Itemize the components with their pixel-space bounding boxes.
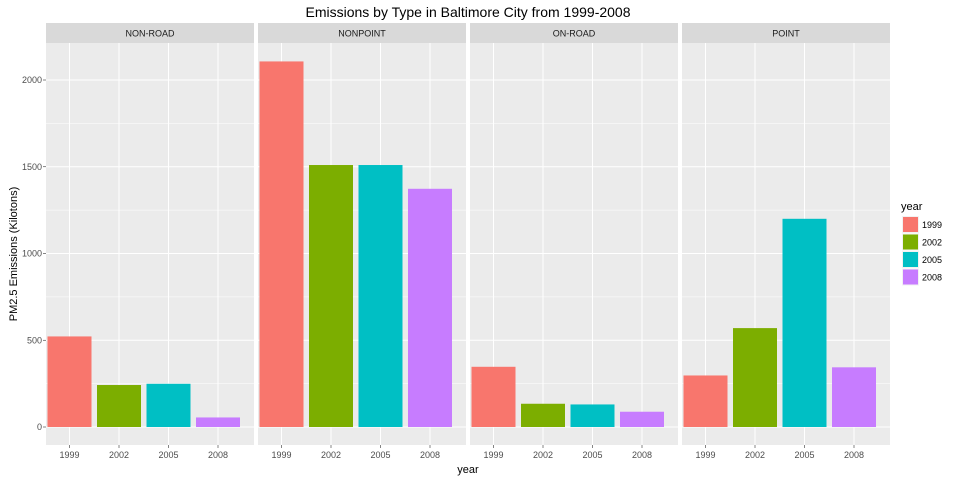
x-tick-label: 2008 bbox=[632, 450, 652, 460]
x-tick-label: 1999 bbox=[695, 450, 715, 460]
facet-strip-label: ON-ROAD bbox=[553, 29, 596, 39]
bar-non-road-1999 bbox=[47, 336, 92, 427]
bar-nonpoint-2008 bbox=[408, 188, 452, 427]
facet-strip-label: POINT bbox=[772, 29, 800, 39]
bar-non-road-2005 bbox=[146, 383, 191, 427]
facet-strip bbox=[682, 23, 890, 43]
bar-nonpoint-2002 bbox=[309, 165, 353, 427]
y-tick-label: 0 bbox=[37, 422, 42, 432]
bar-on-road-2005 bbox=[570, 404, 615, 427]
facet-panel: NON-ROAD 1999 2002 2005 2008 bbox=[46, 23, 254, 460]
x-tick-label: 2005 bbox=[370, 450, 390, 460]
x-tick-label: 2002 bbox=[321, 450, 341, 460]
facet-strip bbox=[46, 23, 254, 43]
facet-strip-label: NONPOINT bbox=[338, 29, 386, 39]
x-tick-label: 2005 bbox=[158, 450, 178, 460]
facet-strip-label: NON-ROAD bbox=[126, 29, 175, 39]
facet-strip bbox=[258, 23, 466, 43]
y-axis-title: PM2.5 Emissions (Kilotons) bbox=[8, 187, 20, 322]
x-tick-label: 2008 bbox=[208, 450, 228, 460]
y-tick-label: 1000 bbox=[22, 249, 42, 259]
legend-key-2002 bbox=[903, 234, 918, 250]
bar-nonpoint-2005 bbox=[358, 165, 403, 427]
legend-title: year bbox=[901, 201, 923, 213]
x-tick-label: 2005 bbox=[582, 450, 602, 460]
x-tick-label: 2008 bbox=[420, 450, 440, 460]
bar-on-road-2008 bbox=[620, 411, 664, 427]
bar-point-1999 bbox=[683, 375, 728, 427]
bar-nonpoint-1999 bbox=[259, 61, 304, 428]
facet-panel: POINT 1999 2002 2005 2008 bbox=[682, 23, 890, 460]
x-axis-title: year bbox=[457, 464, 479, 476]
x-tick-label: 2002 bbox=[745, 450, 765, 460]
bar-point-2005 bbox=[782, 218, 827, 427]
x-tick-label: 1999 bbox=[59, 450, 79, 460]
legend-key-1999 bbox=[903, 217, 918, 232]
legend-key-2005 bbox=[903, 252, 918, 267]
legend-label: 1999 bbox=[922, 220, 942, 230]
legend: year 1999 2002 2005 2008 bbox=[901, 201, 942, 286]
bar-non-road-2008 bbox=[196, 417, 240, 427]
facet-panel: NONPOINT 1999 2002 2005 2008 bbox=[258, 23, 466, 460]
legend-label: 2002 bbox=[922, 238, 942, 248]
legend-label: 2005 bbox=[922, 255, 942, 265]
x-tick-label: 2008 bbox=[844, 450, 864, 460]
bar-on-road-1999 bbox=[471, 366, 516, 427]
y-tick-label: 2000 bbox=[22, 75, 42, 85]
facet-panel: ON-ROAD 1999 2002 2005 2008 bbox=[470, 23, 678, 460]
x-tick-label: 2002 bbox=[533, 450, 553, 460]
x-tick-label: 1999 bbox=[483, 450, 503, 460]
bar-non-road-2002 bbox=[97, 385, 141, 427]
y-tick-label: 1500 bbox=[22, 162, 42, 172]
x-tick-label: 1999 bbox=[271, 450, 291, 460]
facet-strip bbox=[470, 23, 678, 43]
bar-point-2008 bbox=[832, 367, 876, 427]
legend-label: 2008 bbox=[922, 273, 942, 283]
bar-point-2002 bbox=[733, 328, 777, 427]
bar-on-road-2002 bbox=[521, 403, 565, 427]
y-tick-label: 500 bbox=[27, 335, 42, 345]
x-tick-label: 2005 bbox=[794, 450, 814, 460]
chart-title: Emissions by Type in Baltimore City from… bbox=[306, 4, 631, 20]
legend-key-2008 bbox=[903, 269, 918, 285]
panels-layer: 0 500 1000 1500 2000 NON-ROAD 1999 2002 2005 2008… bbox=[22, 23, 890, 460]
x-tick-label: 2002 bbox=[109, 450, 129, 460]
